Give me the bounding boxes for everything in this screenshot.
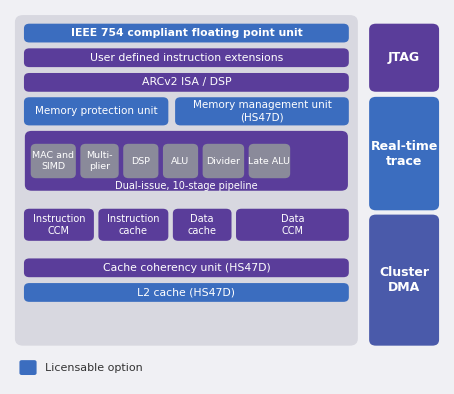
- Text: Instruction
cache: Instruction cache: [107, 214, 160, 236]
- Text: Data
CCM: Data CCM: [281, 214, 304, 236]
- FancyBboxPatch shape: [175, 97, 349, 125]
- FancyBboxPatch shape: [24, 283, 349, 302]
- Text: Dual-issue, 10-stage pipeline: Dual-issue, 10-stage pipeline: [115, 181, 258, 191]
- Text: User defined instruction extensions: User defined instruction extensions: [90, 53, 283, 63]
- FancyBboxPatch shape: [31, 144, 76, 178]
- Text: JTAG: JTAG: [388, 51, 420, 64]
- FancyBboxPatch shape: [24, 24, 349, 43]
- FancyBboxPatch shape: [25, 131, 348, 191]
- Text: Real-time
trace: Real-time trace: [370, 139, 438, 167]
- FancyBboxPatch shape: [369, 97, 439, 210]
- Text: Memory protection unit: Memory protection unit: [35, 106, 158, 116]
- Text: Cache coherency unit (HS47D): Cache coherency unit (HS47D): [103, 263, 270, 273]
- FancyBboxPatch shape: [249, 144, 290, 178]
- FancyBboxPatch shape: [236, 209, 349, 241]
- Text: MAC and
SIMD: MAC and SIMD: [32, 151, 74, 171]
- FancyBboxPatch shape: [24, 48, 349, 67]
- FancyBboxPatch shape: [20, 360, 37, 375]
- Text: ARCv2 ISA / DSP: ARCv2 ISA / DSP: [142, 77, 231, 87]
- Text: DSP: DSP: [131, 156, 150, 165]
- Text: L2 cache (HS47D): L2 cache (HS47D): [138, 288, 235, 297]
- FancyBboxPatch shape: [24, 209, 94, 241]
- FancyBboxPatch shape: [123, 144, 158, 178]
- Text: Instruction
CCM: Instruction CCM: [33, 214, 85, 236]
- FancyBboxPatch shape: [202, 144, 244, 178]
- FancyBboxPatch shape: [20, 203, 353, 247]
- FancyBboxPatch shape: [369, 215, 439, 346]
- Text: Memory management unit
(HS47D): Memory management unit (HS47D): [192, 100, 331, 123]
- Text: ALU: ALU: [172, 156, 190, 165]
- Text: Late ALU: Late ALU: [248, 156, 291, 165]
- FancyBboxPatch shape: [24, 258, 349, 277]
- FancyBboxPatch shape: [173, 209, 232, 241]
- Text: Cluster
DMA: Cluster DMA: [379, 266, 429, 294]
- Text: Licensable option: Licensable option: [44, 362, 143, 373]
- Text: Multi-
plier: Multi- plier: [86, 151, 113, 171]
- Text: Data
cache: Data cache: [188, 214, 217, 236]
- FancyBboxPatch shape: [369, 24, 439, 92]
- FancyBboxPatch shape: [15, 15, 358, 346]
- FancyBboxPatch shape: [163, 144, 198, 178]
- Text: IEEE 754 compliant floating point unit: IEEE 754 compliant floating point unit: [70, 28, 302, 38]
- Text: Divider: Divider: [207, 156, 240, 165]
- FancyBboxPatch shape: [24, 97, 168, 125]
- FancyBboxPatch shape: [80, 144, 118, 178]
- FancyBboxPatch shape: [99, 209, 168, 241]
- FancyBboxPatch shape: [24, 73, 349, 92]
